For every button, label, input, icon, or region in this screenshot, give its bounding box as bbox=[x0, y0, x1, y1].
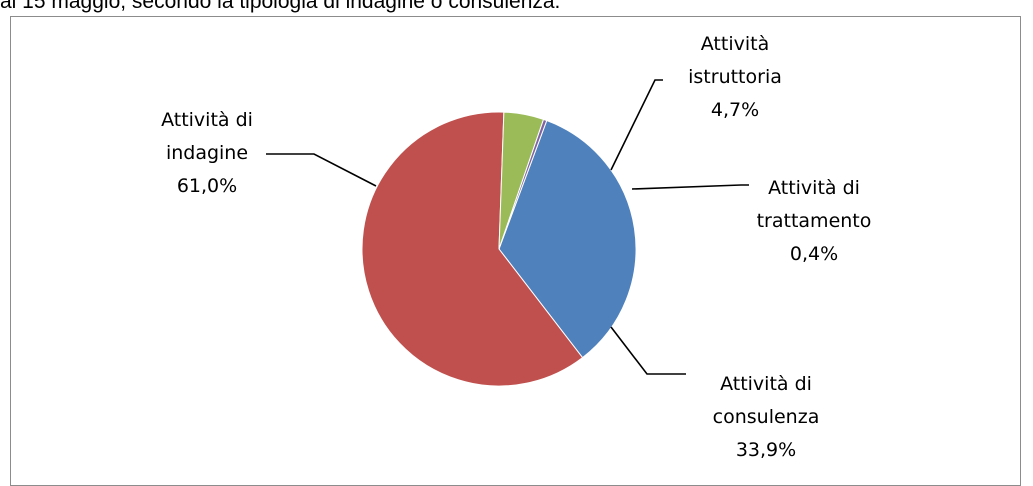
pie-slice-3 bbox=[498, 118, 548, 250]
slice-value-label-2: 4,7% bbox=[711, 99, 759, 121]
slice-value-label-0: 33,9% bbox=[736, 439, 796, 461]
slice-label-1: Attività di bbox=[161, 109, 253, 131]
slice-label-0: Attività di bbox=[720, 373, 812, 395]
slice-label-3: trattamento bbox=[757, 210, 872, 232]
leader-line-0 bbox=[610, 326, 686, 375]
slice-label-0: consulenza bbox=[713, 406, 820, 428]
chart-caption: al 15 maggio, secondo la tipologia di in… bbox=[0, 0, 561, 13]
slice-label-2: Attività bbox=[701, 33, 769, 55]
pie-slice-0 bbox=[498, 119, 637, 359]
slice-label-2: istruttoria bbox=[688, 66, 782, 88]
slice-label-3: Attività di bbox=[768, 177, 860, 199]
slice-value-label-1: 61,0% bbox=[177, 175, 237, 197]
chart-area: Attività di consulenza 33,9% Attività di ind… bbox=[10, 16, 1021, 486]
leader-line-1 bbox=[266, 153, 377, 187]
slice-label-1: indagine bbox=[166, 142, 248, 164]
pie-chart: Attività di consulenza 33,9% Attività di ind… bbox=[161, 33, 872, 461]
leader-line-3 bbox=[631, 184, 749, 190]
leader-line-2 bbox=[610, 79, 663, 171]
pie-slice-1 bbox=[361, 111, 584, 387]
slice-value-label-3: 0,4% bbox=[790, 243, 838, 265]
